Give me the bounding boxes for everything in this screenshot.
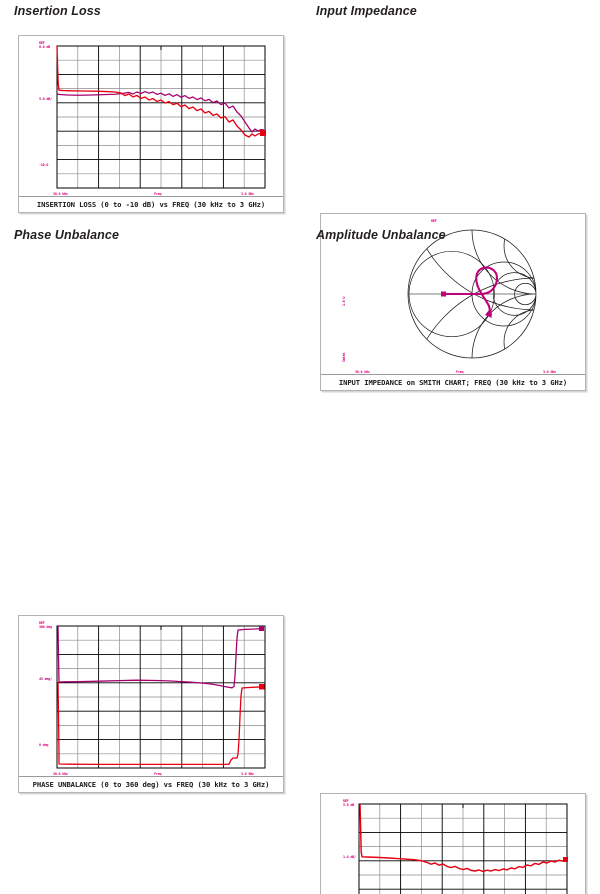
panel-amplitude-unbalance: Amplitude Unbalance (316, 228, 446, 242)
screen-phase-unbalance: REF 360 deg 45 deg/ 0 deg 30.0 kHz Freq … (18, 615, 284, 793)
caption-insertion-loss: INSERTION LOSS (0 to -10 dB) vs FREQ (30… (36, 200, 266, 209)
chart-amplitude-unbalance (358, 803, 568, 894)
x-label-mid-insertion-loss: Freq (154, 192, 162, 196)
panel-input-impedance: Input Impedance (316, 4, 417, 18)
caption-input-impedance: INPUT IMPEDANCE on SMITH CHART; FREQ (30… (338, 378, 568, 387)
panel-title-amplitude-unbalance: Amplitude Unbalance (316, 228, 446, 242)
axis-label-top-amplitude-unbalance: REF 5.0 dB (343, 799, 355, 807)
caption-bar-insertion-loss: INSERTION LOSS (0 to -10 dB) vs FREQ (30… (19, 196, 283, 212)
chart-insertion-loss (56, 45, 266, 189)
panel-insertion-loss: Insertion Loss (14, 4, 101, 18)
caption-bar-input-impedance: INPUT IMPEDANCE on SMITH CHART; FREQ (30… (321, 374, 585, 390)
x-label-end-insertion-loss: 3.0 GHz (241, 192, 254, 196)
caption-phase-unbalance: PHASE UNBALANCE (0 to 360 deg) vs FREQ (… (32, 780, 270, 789)
x-label-start-insertion-loss: 30.0 kHz (53, 192, 68, 196)
axis-label-bottom-phase-unbalance: 0 deg (39, 743, 49, 747)
panel-phase-unbalance: Phase Unbalance (14, 228, 119, 242)
axis-label-top-insertion-loss: REF 0.0 dB (39, 41, 51, 49)
figure-page: Insertion Loss (14, 4, 586, 894)
axis-label-mid-insertion-loss: 5.0 dB/ (39, 97, 52, 101)
chart-input-impedance-smith (407, 229, 537, 359)
axis-label-left2-input-impedance: Smith (342, 352, 346, 362)
chart-phase-unbalance (56, 625, 266, 769)
panel-title-phase-unbalance: Phase Unbalance (14, 228, 120, 242)
screen-insertion-loss: REF 0.0 dB 5.0 dB/ -10.0 30.0 kHz Freq 3… (18, 35, 284, 213)
axis-label-top-input-impedance: REF (431, 219, 437, 223)
screen-amplitude-unbalance: REF 5.0 dB 1.0 dB/ -5.0 30.0 kHz Freq 3.… (320, 793, 586, 894)
axis-label-left-input-impedance: 1.0 U (342, 296, 346, 306)
screen-input-impedance: REF 1.0 U Smith 30.0 kHz Freq 3.0 GHz IN… (320, 213, 586, 391)
axis-label-mid-amplitude-unbalance: 1.0 dB/ (343, 855, 356, 859)
x-label-start-input-impedance: 30.0 kHz (355, 370, 370, 374)
panel-title-input-impedance: Input Impedance (316, 4, 417, 18)
panel-title-insertion-loss: Insertion Loss (14, 4, 101, 18)
x-label-end-input-impedance: 3.0 GHz (543, 370, 556, 374)
axis-label-top-phase-unbalance: REF 360 deg (39, 621, 52, 629)
axis-label-bottom-insertion-loss: -10.0 (39, 163, 49, 167)
axis-label-mid-phase-unbalance: 45 deg/ (39, 677, 52, 681)
x-label-mid-input-impedance: Freq (456, 370, 464, 374)
caption-bar-phase-unbalance: PHASE UNBALANCE (0 to 360 deg) vs FREQ (… (19, 776, 283, 792)
